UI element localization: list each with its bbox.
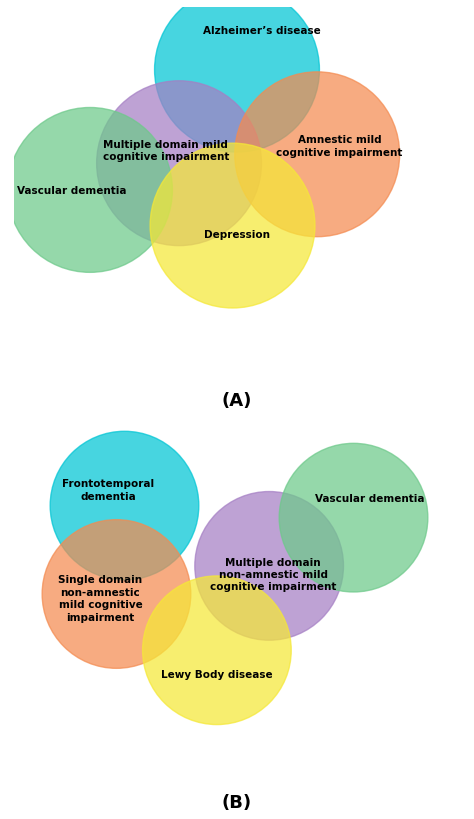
Circle shape bbox=[50, 432, 199, 580]
Text: (B): (B) bbox=[222, 793, 252, 811]
Circle shape bbox=[8, 108, 173, 273]
Circle shape bbox=[195, 492, 344, 640]
Text: Lewy Body disease: Lewy Body disease bbox=[161, 670, 273, 680]
Text: Amnestic mild
cognitive impairment: Amnestic mild cognitive impairment bbox=[276, 135, 403, 157]
Circle shape bbox=[155, 0, 319, 153]
Circle shape bbox=[279, 444, 428, 592]
Text: (A): (A) bbox=[222, 391, 252, 410]
Text: Multiple domain
non-amnestic mild
cognitive impairment: Multiple domain non-amnestic mild cognit… bbox=[210, 557, 337, 591]
Circle shape bbox=[235, 73, 400, 238]
Text: Depression: Depression bbox=[204, 230, 270, 240]
Circle shape bbox=[143, 577, 291, 725]
Text: Multiple domain mild
cognitive impairment: Multiple domain mild cognitive impairmen… bbox=[102, 139, 229, 162]
Text: Vascular dementia: Vascular dementia bbox=[18, 186, 127, 196]
Text: Vascular dementia: Vascular dementia bbox=[315, 493, 424, 503]
Circle shape bbox=[97, 82, 262, 247]
Circle shape bbox=[150, 144, 315, 309]
Text: Alzheimer’s disease: Alzheimer’s disease bbox=[202, 25, 320, 35]
Text: Single domain
non-amnestic
mild cognitive
impairment: Single domain non-amnestic mild cognitiv… bbox=[58, 575, 143, 622]
Circle shape bbox=[42, 520, 191, 668]
Text: Frontotemporal
dementia: Frontotemporal dementia bbox=[63, 479, 155, 501]
